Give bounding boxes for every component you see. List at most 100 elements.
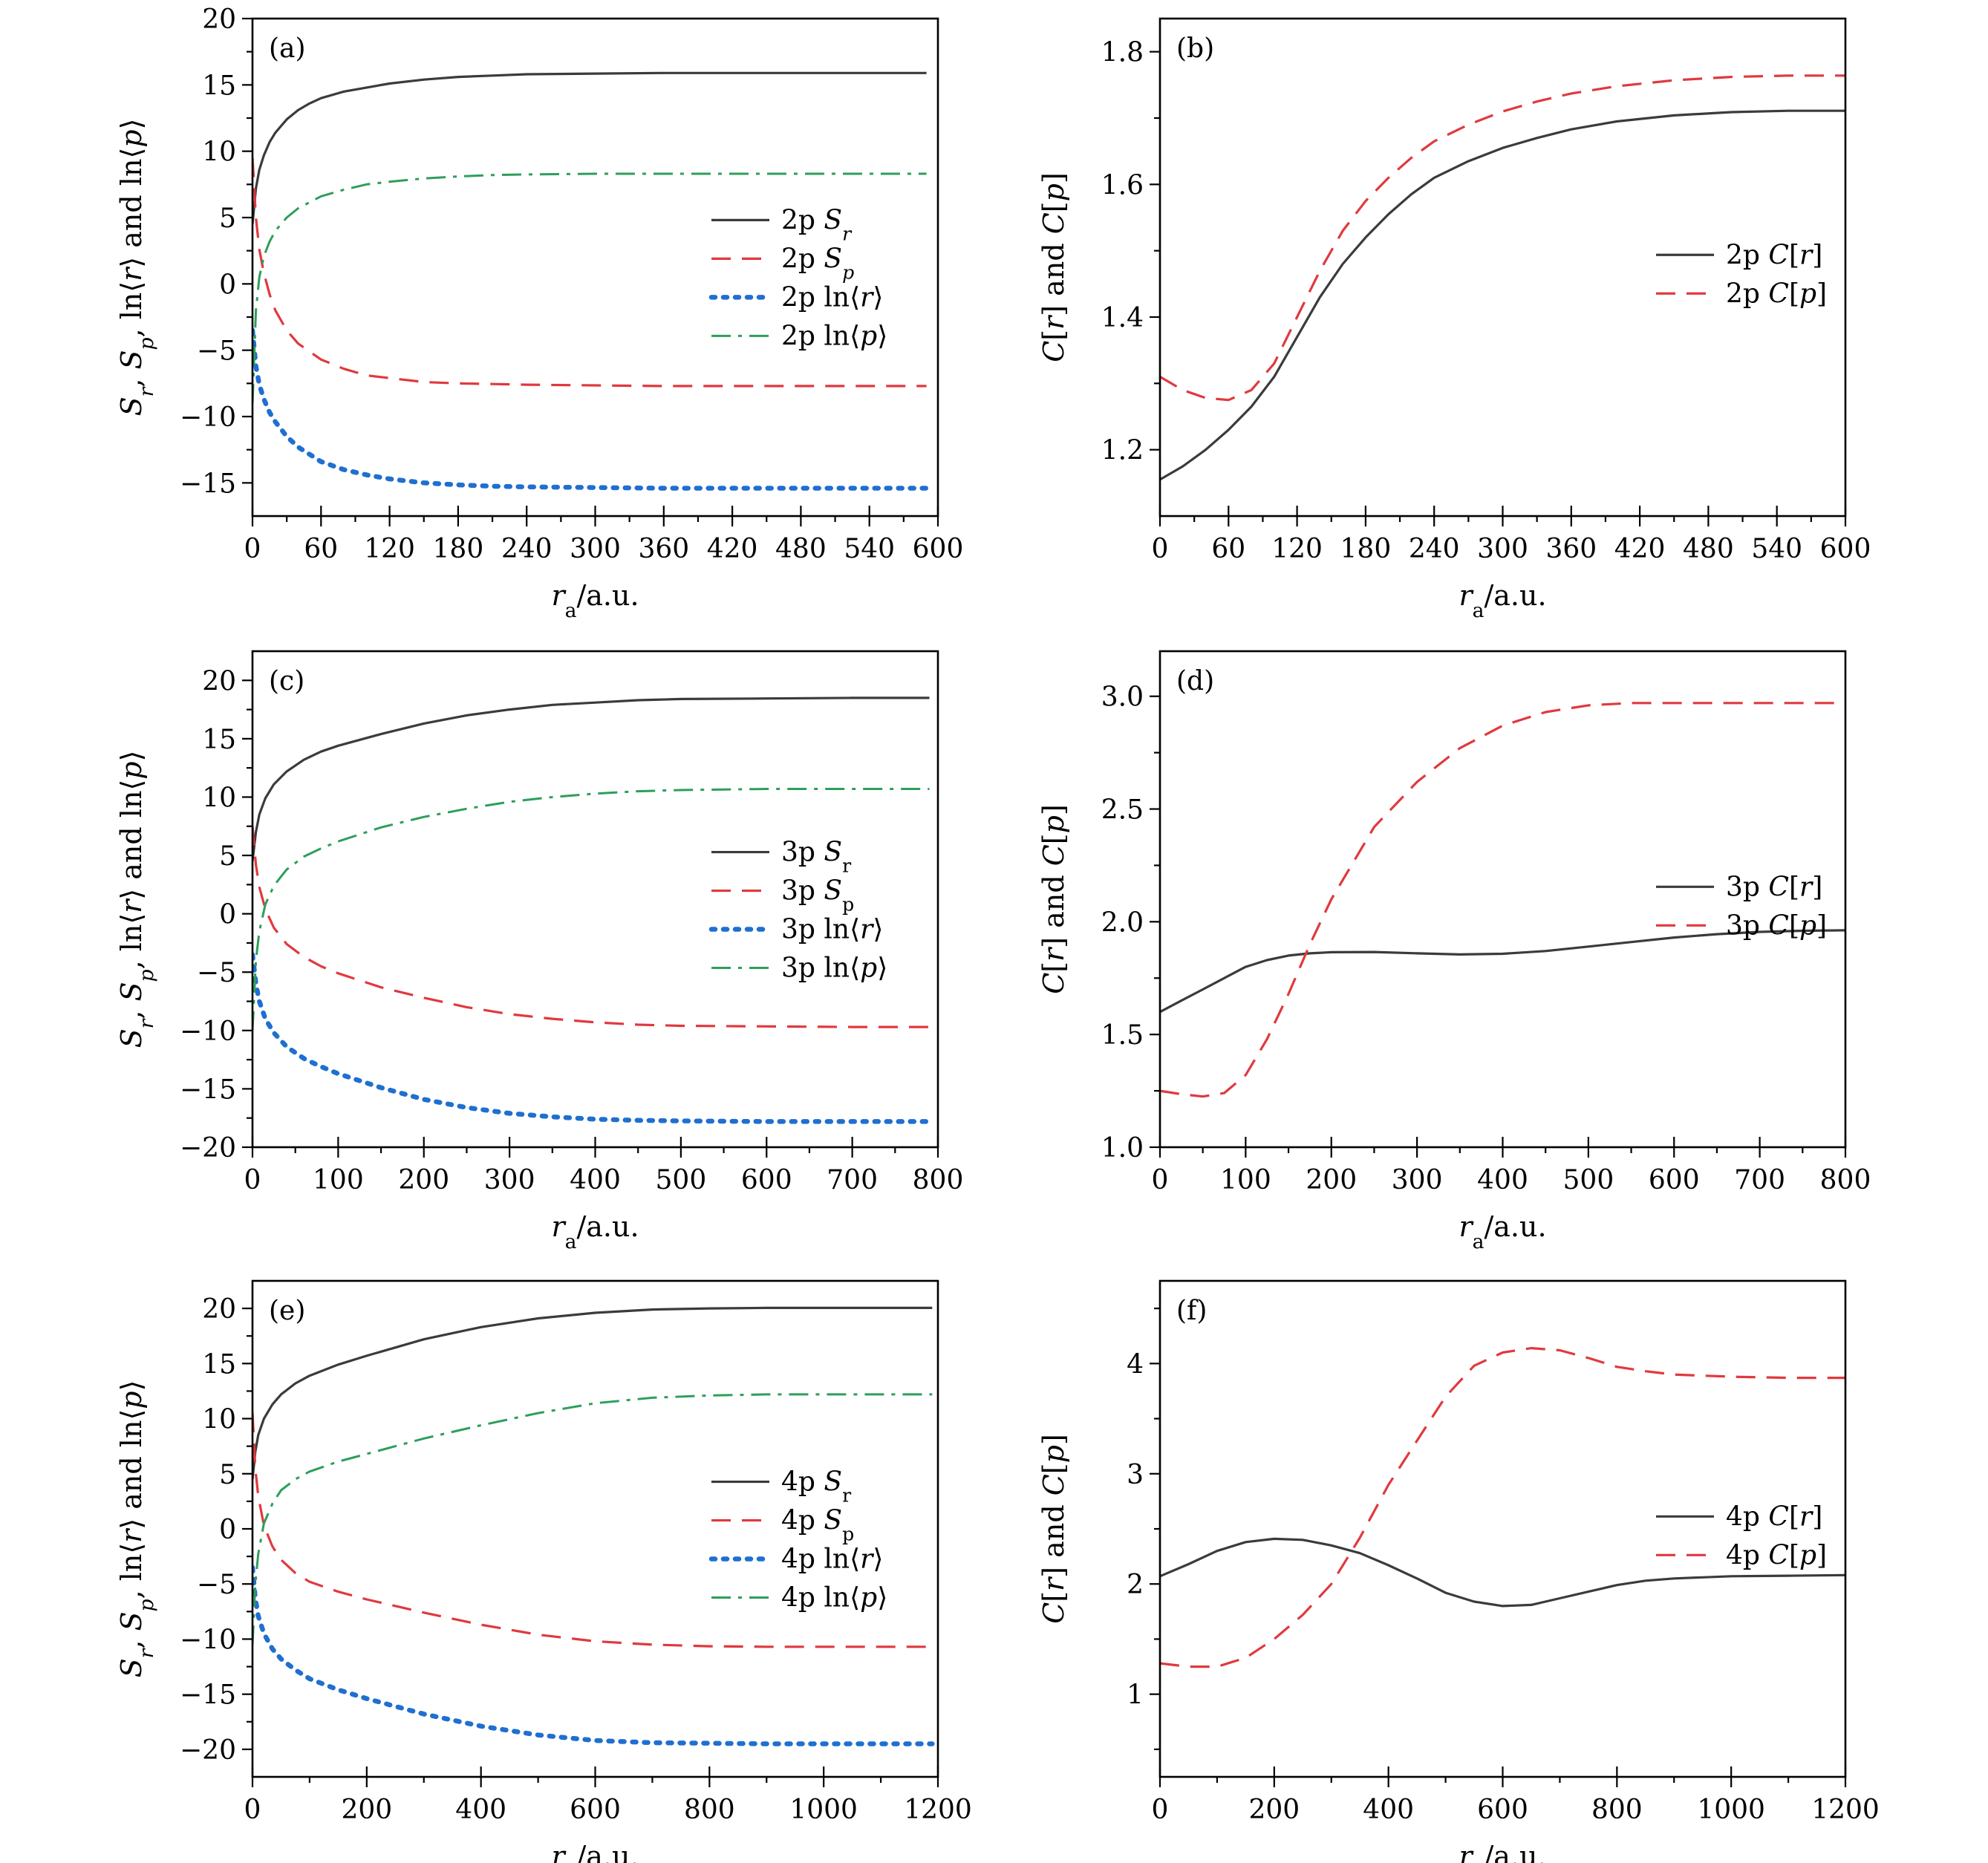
label-run: S xyxy=(824,205,842,235)
x-tick-label: 700 xyxy=(827,1165,878,1195)
label-run: r xyxy=(1799,240,1813,270)
y-axis-label: Sr, Sp, ln⟨r⟩ and ln⟨p⟩ xyxy=(115,1380,158,1678)
x-tick-label: 1200 xyxy=(1811,1795,1880,1825)
label-run: r xyxy=(1037,946,1070,962)
label-run: p xyxy=(842,1523,854,1544)
legend-entry: 3p ln⟨r⟩ xyxy=(781,915,883,945)
x-tick-label: 0 xyxy=(1152,534,1169,564)
series-line-1 xyxy=(1160,74,1845,402)
label-run: ⟩ xyxy=(877,1583,887,1614)
label-run: ] xyxy=(1812,240,1822,270)
panel-a: 0 60 120 180 240 300 360 420 480 540 600 −15 −10 −5 0 5… xyxy=(115,4,963,622)
legend-entry: 4p C[r] xyxy=(1726,1501,1822,1532)
label-run: , ln⟨ xyxy=(115,281,148,338)
x-tick-label: 200 xyxy=(1248,1795,1300,1825)
label-run: r xyxy=(115,898,148,913)
series-line-0 xyxy=(1160,929,1845,1014)
label-run: , xyxy=(115,369,148,387)
panel-tag: (e) xyxy=(269,1296,305,1326)
label-run: r xyxy=(1037,1576,1070,1591)
x-tick-label: 540 xyxy=(1751,534,1802,564)
x-tick-label: 800 xyxy=(684,1795,735,1825)
panel-tag: (d) xyxy=(1176,666,1214,696)
x-tick-label: 1200 xyxy=(904,1795,972,1825)
label-run: 4p ln⟨ xyxy=(781,1544,860,1575)
label-run: ⟩ xyxy=(115,751,148,762)
y-tick-label: −10 xyxy=(180,1625,236,1655)
label-run: 3p ln⟨ xyxy=(781,953,860,984)
legend-entry: 2p C[r] xyxy=(1726,240,1822,270)
label-run: ] and xyxy=(1037,866,1070,947)
y-tick-label: 15 xyxy=(202,1349,236,1380)
label-run: p xyxy=(860,953,877,984)
x-axis-sub: a xyxy=(565,599,577,622)
label-run: 3p xyxy=(1726,910,1768,941)
label-run: p xyxy=(135,337,158,350)
label-run: r xyxy=(842,855,852,876)
y-tick-label: 10 xyxy=(202,137,236,168)
x-tick-label: 420 xyxy=(707,534,758,564)
x-tick-label: 180 xyxy=(433,534,484,564)
y-tick-label: 0 xyxy=(219,900,236,930)
label-run: C xyxy=(1768,910,1789,941)
legend-entry: 3p Sr xyxy=(781,838,852,877)
y-tick-label: 1 xyxy=(1127,1680,1144,1711)
y-tick-label: 20 xyxy=(202,1294,236,1325)
label-run: C xyxy=(1037,844,1070,866)
label-run: C xyxy=(1037,1602,1070,1624)
label-run: 3p xyxy=(1726,872,1768,902)
y-tick-label: −15 xyxy=(180,1680,236,1711)
label-run: p xyxy=(842,261,854,283)
x-tick-label: 700 xyxy=(1734,1165,1785,1195)
x-tick-label: 60 xyxy=(304,534,338,564)
y-tick-label: 5 xyxy=(219,841,236,872)
legend: 2p C[r]2p C[p] xyxy=(1656,240,1827,309)
label-run: p xyxy=(1799,278,1816,309)
series-line-3 xyxy=(252,1393,933,1645)
label-run: ⟩ xyxy=(873,282,883,313)
label-run: [ xyxy=(1037,833,1070,844)
x-tick-label: 600 xyxy=(741,1165,792,1195)
label-run: [ xyxy=(1037,330,1070,341)
y-tick-label: 1.0 xyxy=(1101,1133,1144,1164)
y-tick-label: −10 xyxy=(180,402,236,433)
x-axis-unit: /a.u. xyxy=(1484,579,1546,612)
series-line-0 xyxy=(1160,109,1845,481)
label-run: C xyxy=(1768,240,1789,270)
legend-entry: 3p Sp xyxy=(781,876,854,916)
x-tick-label: 800 xyxy=(913,1165,964,1195)
x-axis-var: r xyxy=(1459,1840,1474,1863)
label-run: [ xyxy=(1789,240,1799,270)
label-run: C xyxy=(1768,1540,1789,1570)
label-run: p xyxy=(860,321,877,351)
x-tick-label: 120 xyxy=(364,534,415,564)
x-tick-label: 240 xyxy=(501,534,553,564)
label-run: ⟩ xyxy=(873,915,883,945)
y-axis-label: Sr, Sp, ln⟨r⟩ and ln⟨p⟩ xyxy=(115,119,158,417)
legend-entry: 4p ln⟨r⟩ xyxy=(781,1544,883,1575)
y-tick-label: 3 xyxy=(1127,1460,1144,1490)
x-tick-label: 360 xyxy=(638,534,689,564)
label-run: 4p ln⟨ xyxy=(781,1583,860,1614)
y-tick-label: −10 xyxy=(180,1017,236,1047)
legend-entry: 4p ln⟨p⟩ xyxy=(781,1583,887,1614)
panel-e: 0 200 400 600 800 1000 1200 −20 −15 −10 −5 0 5 10 15 20… xyxy=(115,1279,972,1863)
label-run: [ xyxy=(1037,962,1070,973)
label-run: C xyxy=(1037,341,1070,362)
label-run: ⟩ xyxy=(115,119,148,130)
label-run: r xyxy=(115,1527,148,1543)
panel-tag: (c) xyxy=(269,666,304,696)
legend-entry: 3p C[r] xyxy=(1726,872,1822,902)
y-axis-label: C[r] and C[p] xyxy=(1037,804,1070,994)
x-tick-label: 240 xyxy=(1409,534,1460,564)
series-line-1 xyxy=(252,826,930,1028)
x-tick-label: 100 xyxy=(1220,1165,1271,1195)
label-run: [ xyxy=(1789,910,1799,941)
label-run: ⟩ xyxy=(873,1544,883,1575)
label-run: S xyxy=(115,350,148,369)
label-run: ⟩ xyxy=(115,1380,148,1391)
legend-entry: 2p ln⟨p⟩ xyxy=(781,321,887,351)
label-run: 3p xyxy=(781,876,824,907)
